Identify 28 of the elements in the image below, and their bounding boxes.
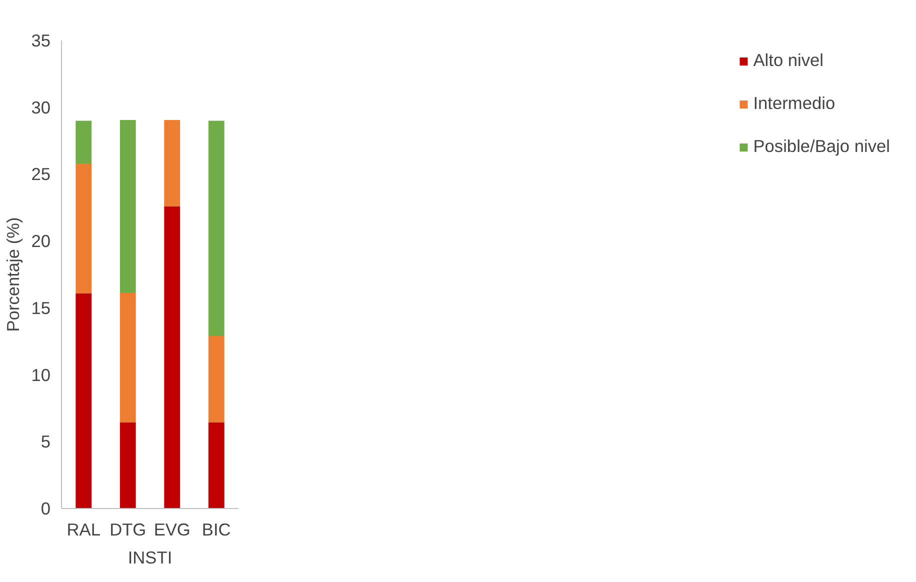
x-tick-label: RAL (66, 520, 101, 540)
bar (164, 206, 180, 508)
x-tick-label: BIC (202, 520, 231, 540)
y-tick-label: 25 (31, 164, 51, 184)
x-axis-title: INSTI (128, 548, 172, 568)
bar (120, 120, 136, 293)
bar (208, 120, 224, 336)
y-tick-label: 30 (31, 97, 51, 118)
bar (208, 422, 224, 508)
bar (76, 164, 92, 294)
bar (76, 293, 92, 508)
x-tick-label: EVG (154, 520, 190, 540)
bar (76, 120, 92, 164)
bar (120, 422, 136, 508)
y-tick-label: 15 (31, 298, 51, 318)
y-tick-label: 20 (31, 231, 51, 252)
legend-label: Posible/Bajo nivel (753, 136, 890, 157)
legend-label: Alto nivel (753, 50, 824, 71)
y-axis-title: Porcentaje (%) (3, 217, 24, 332)
x-tick-label: DTG (110, 520, 146, 540)
y-tick-label: 10 (31, 364, 51, 385)
legend-label: Intermedio (753, 93, 836, 114)
bar (208, 336, 224, 422)
y-tick-label: 35 (31, 30, 51, 50)
y-tick-label: 5 (40, 432, 51, 452)
y-tick-label: 0 (40, 498, 51, 518)
bar (120, 292, 136, 422)
bar (164, 120, 180, 206)
